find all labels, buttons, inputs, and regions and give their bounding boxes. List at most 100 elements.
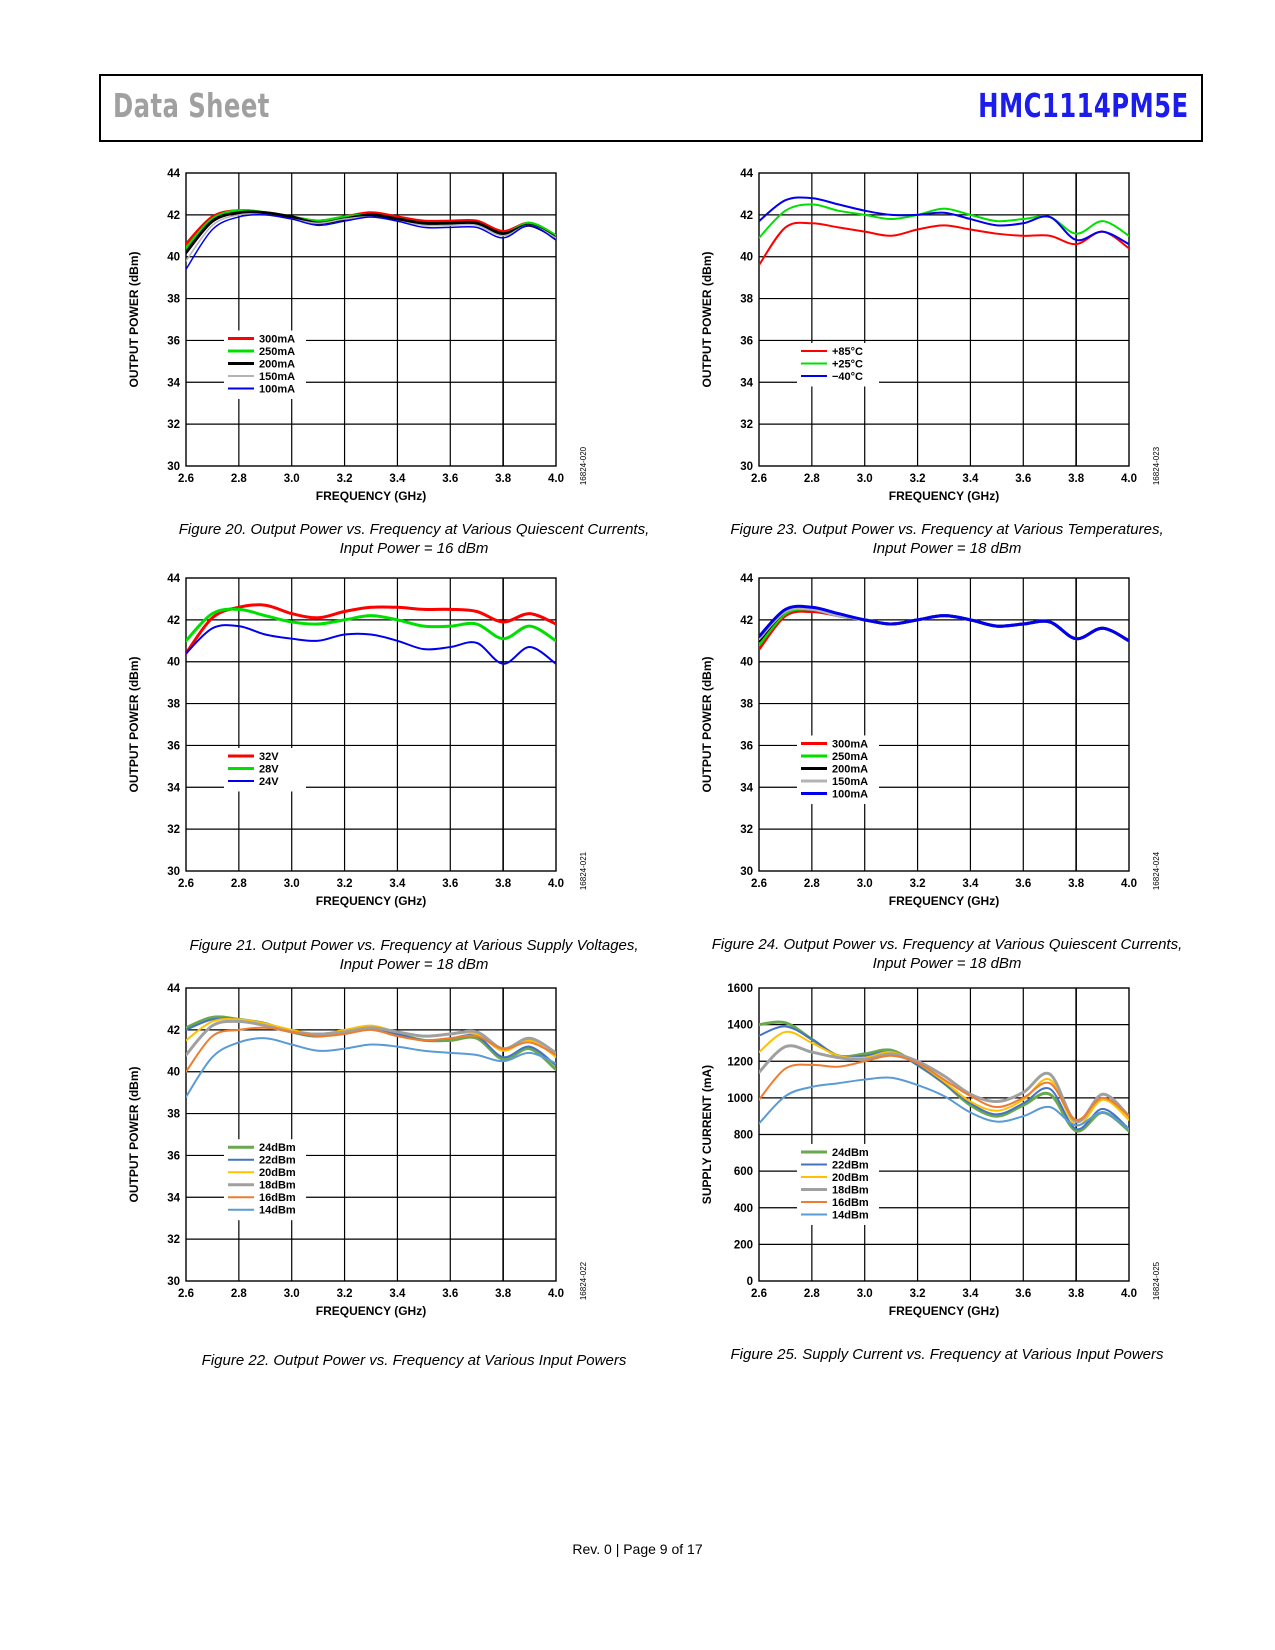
legend-box	[224, 330, 306, 399]
y-tick-label: 36	[167, 740, 180, 752]
legend-label: 200mA	[832, 763, 868, 775]
legend-box	[224, 747, 306, 792]
legend-label: +25°C	[832, 358, 863, 370]
legend-label: 22dBm	[832, 1159, 869, 1171]
y-tick-label: 30	[740, 461, 753, 473]
legend-label: 300mA	[259, 333, 295, 345]
legend-label: 20dBm	[259, 1167, 296, 1179]
x-axis-label: FREQUENCY (GHz)	[316, 1304, 426, 1318]
x-tick-label: 3.6	[442, 878, 458, 890]
doc-type-label: Data Sheet	[113, 86, 270, 125]
y-tick-label: 1200	[727, 1056, 753, 1068]
series-line-18dBm	[186, 1019, 556, 1057]
legend-label: 300mA	[832, 738, 868, 750]
legend-label: 18dBm	[832, 1184, 869, 1196]
y-tick-label: 34	[740, 782, 753, 794]
legend-box	[797, 342, 879, 387]
y-tick-label: 600	[734, 1166, 753, 1178]
plot-frame	[185, 577, 557, 872]
legend-label: +85°C	[832, 346, 863, 358]
x-tick-label: 3.2	[910, 473, 926, 485]
x-tick-label: 3.8	[495, 473, 512, 485]
x-axis-label: FREQUENCY (GHz)	[316, 894, 426, 908]
figure-code: 16824-023	[1152, 446, 1161, 485]
x-tick-label: 3.8	[1068, 1288, 1085, 1300]
y-tick-label: 200	[734, 1239, 753, 1251]
legend-label: −40°C	[832, 371, 863, 383]
series-line-300mA	[759, 609, 1129, 651]
caption-fig24: Figure 24. Output Power vs. Frequency at…	[667, 935, 1227, 973]
legend-label: 150mA	[832, 776, 868, 788]
x-axis-label: FREQUENCY (GHz)	[889, 894, 999, 908]
y-tick-label: 38	[740, 699, 753, 711]
legend-label: 28V	[259, 763, 279, 775]
legend-label: 24V	[259, 776, 279, 788]
y-tick-label: 44	[167, 573, 180, 585]
y-tick-label: 32	[167, 419, 180, 431]
x-tick-label: 3.4	[389, 473, 406, 485]
y-tick-label: 40	[167, 657, 180, 669]
plot-frame	[758, 172, 1130, 467]
caption-line: Figure 25. Supply Current vs. Frequency …	[730, 1346, 1164, 1363]
legend-label: 18dBm	[259, 1180, 296, 1192]
y-tick-label: 34	[167, 1192, 180, 1204]
y-tick-label: 42	[740, 615, 753, 627]
caption-line: Input Power = 18 dBm	[872, 540, 1022, 557]
caption-fig25: Figure 25. Supply Current vs. Frequency …	[667, 1345, 1227, 1364]
legend-label: 22dBm	[259, 1155, 296, 1167]
series-line-32V	[186, 603, 556, 655]
y-tick-label: 38	[167, 699, 180, 711]
y-tick-label: 36	[740, 740, 753, 752]
y-tick-label: 38	[167, 1109, 180, 1121]
x-tick-label: 3.2	[910, 1288, 926, 1300]
y-axis-label: SUPPLY CURRENT (mA)	[700, 1065, 714, 1204]
y-tick-label: 42	[740, 210, 753, 222]
series-line-25C	[759, 203, 1129, 239]
caption-fig20: Figure 20. Output Power vs. Frequency at…	[134, 520, 694, 558]
caption-line: Figure 22. Output Power vs. Frequency at…	[201, 1352, 627, 1369]
y-tick-label: 34	[167, 782, 180, 794]
y-tick-label: 36	[167, 335, 180, 347]
series-line-22dBm	[759, 1025, 1129, 1131]
series-line-150mA	[186, 213, 556, 262]
y-tick-label: 1600	[727, 983, 753, 995]
x-tick-label: 2.8	[804, 1288, 821, 1300]
plot-frame	[185, 172, 557, 467]
series-line-250mA	[759, 607, 1129, 647]
y-tick-label: 40	[167, 1067, 180, 1079]
y-tick-label: 42	[167, 210, 180, 222]
legend-box	[797, 735, 879, 804]
legend-label: 250mA	[259, 346, 295, 358]
y-tick-label: 32	[167, 824, 180, 836]
y-tick-label: 42	[167, 615, 180, 627]
legend-label: 150mA	[259, 371, 295, 383]
y-tick-label: 1000	[727, 1093, 753, 1105]
legend-label: 14dBm	[832, 1209, 869, 1221]
figure-code: 16824-021	[579, 851, 588, 890]
y-tick-label: 36	[167, 1150, 180, 1162]
caption-fig23: Figure 23. Output Power vs. Frequency at…	[667, 520, 1227, 558]
page-header: Data Sheet HMC1114PM5E	[99, 74, 1203, 142]
x-tick-label: 2.8	[231, 878, 248, 890]
figure-code: 16824-025	[1152, 1261, 1161, 1300]
y-tick-label: 400	[734, 1203, 753, 1215]
series-line-14dBm	[186, 1037, 556, 1098]
y-tick-label: 44	[167, 168, 180, 180]
y-tick-label: 800	[734, 1130, 753, 1142]
y-tick-label: 36	[740, 335, 753, 347]
x-tick-label: 3.0	[857, 878, 873, 890]
y-tick-label: 34	[167, 377, 180, 389]
part-number: HMC1114PM5E	[978, 86, 1189, 125]
x-tick-label: 3.4	[962, 1288, 979, 1300]
x-tick-label: 3.6	[1015, 473, 1031, 485]
y-axis-label: OUTPUT POWER (dBm)	[700, 252, 714, 388]
caption-line: Figure 24. Output Power vs. Frequency at…	[711, 936, 1183, 953]
x-tick-label: 4.0	[548, 473, 564, 485]
x-tick-label: 3.8	[1068, 878, 1085, 890]
series-line-18dBm	[759, 1044, 1129, 1124]
legend-label: 100mA	[832, 788, 868, 800]
x-tick-label: 2.8	[231, 473, 248, 485]
plot-frame	[758, 987, 1130, 1282]
